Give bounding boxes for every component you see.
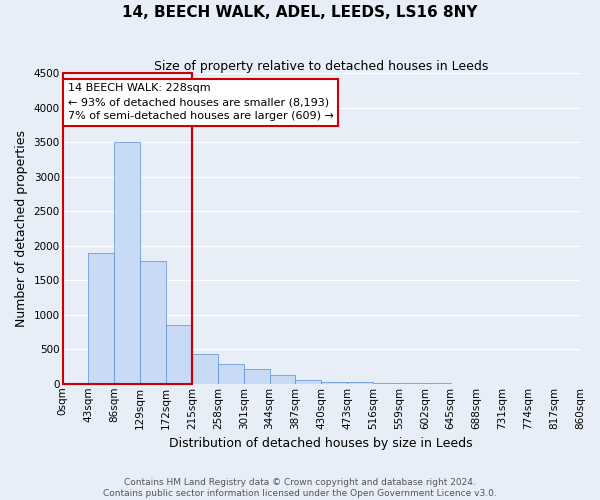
Bar [192, 354, 218, 384]
Text: 14 BEECH WALK: 228sqm
← 93% of detached houses are smaller (8,193)
7% of semi-de: 14 BEECH WALK: 228sqm ← 93% of detached … [68, 84, 334, 122]
Bar [115, 142, 140, 384]
Bar [88, 252, 115, 384]
Text: 14, BEECH WALK, ADEL, LEEDS, LS16 8NY: 14, BEECH WALK, ADEL, LEEDS, LS16 8NY [122, 5, 478, 20]
Bar [218, 364, 244, 384]
Bar [269, 375, 295, 384]
Title: Size of property relative to detached houses in Leeds: Size of property relative to detached ho… [154, 60, 488, 73]
Bar [347, 382, 373, 384]
Bar [321, 382, 347, 384]
Bar [140, 261, 166, 384]
Y-axis label: Number of detached properties: Number of detached properties [15, 130, 28, 327]
Bar [244, 370, 269, 384]
Bar [62, 73, 192, 384]
Bar [295, 380, 321, 384]
Text: Contains HM Land Registry data © Crown copyright and database right 2024.
Contai: Contains HM Land Registry data © Crown c… [103, 478, 497, 498]
X-axis label: Distribution of detached houses by size in Leeds: Distribution of detached houses by size … [169, 437, 473, 450]
Bar [166, 325, 192, 384]
Bar [373, 383, 399, 384]
